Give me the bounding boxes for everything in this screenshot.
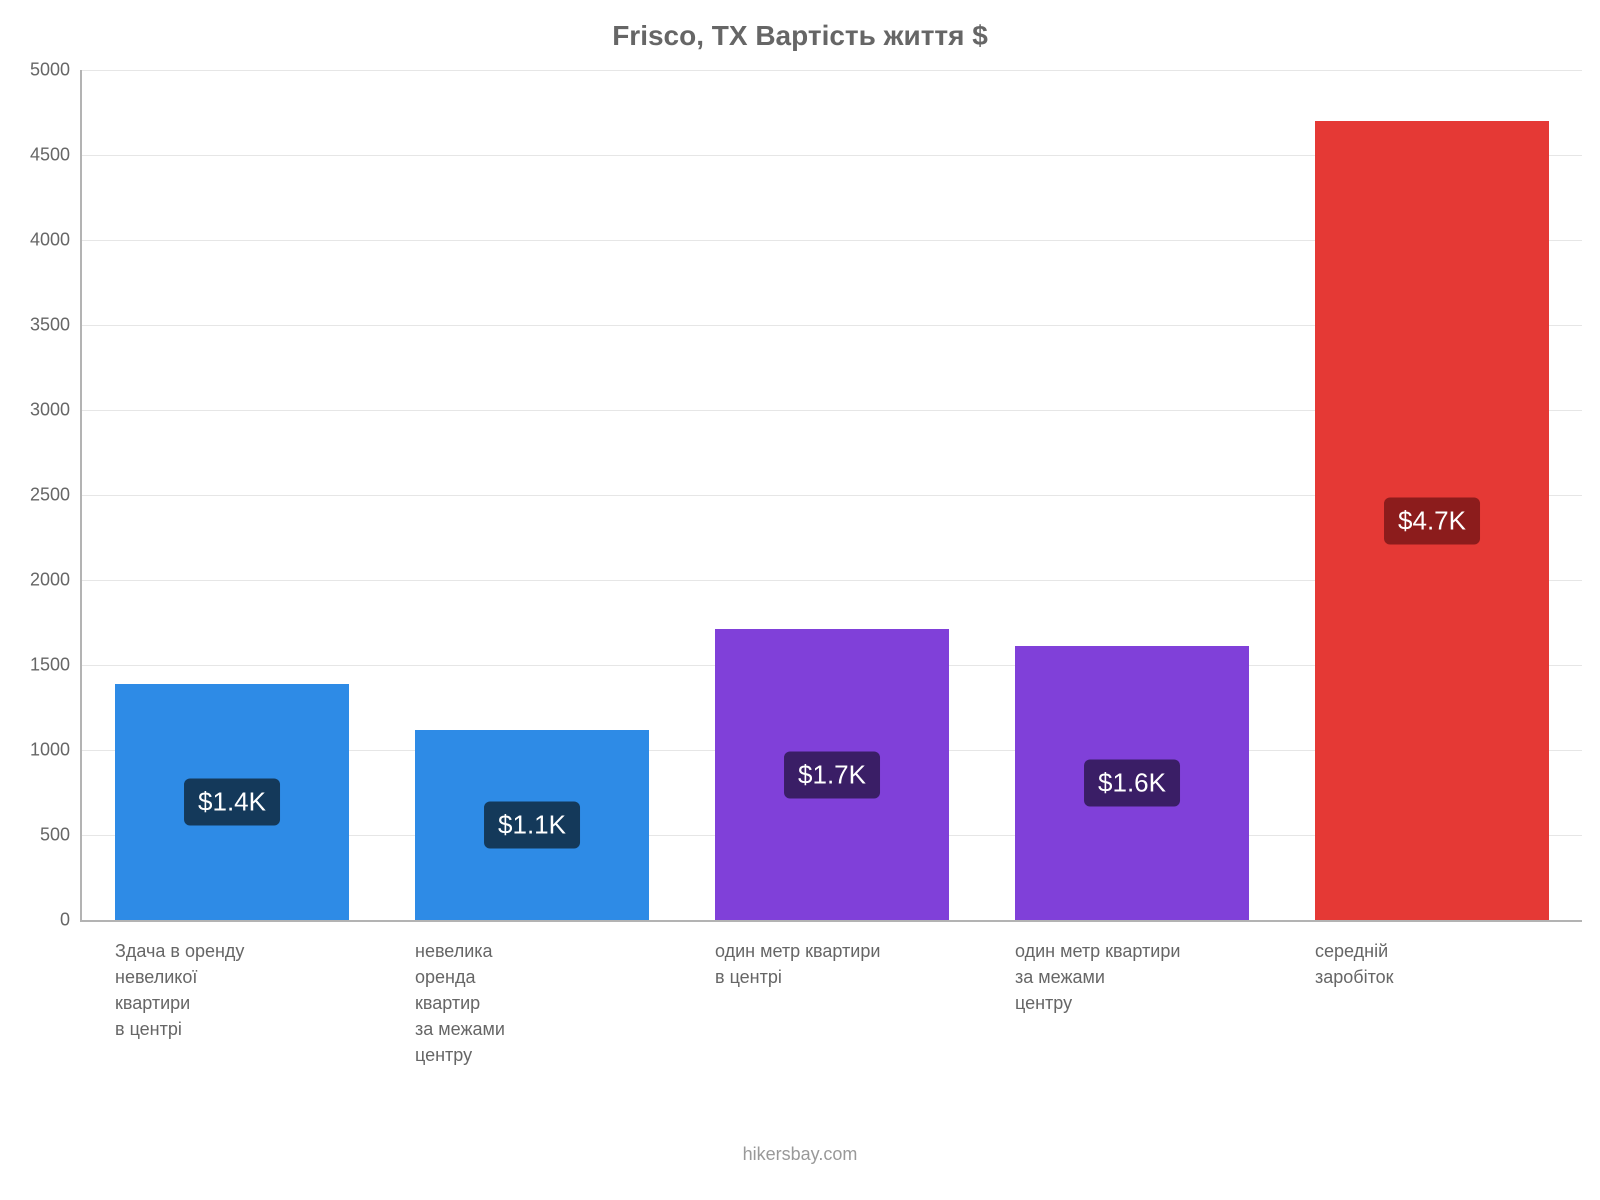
x-tick-label: середній заробіток (1315, 938, 1549, 990)
y-tick-label: 5000 (10, 60, 70, 81)
y-tick-label: 1000 (10, 740, 70, 761)
x-tick-label: один метр квартири в центрі (715, 938, 949, 990)
y-tick-label: 0 (10, 910, 70, 931)
bar-value-badge: $1.7K (784, 751, 880, 798)
bar-value-badge: $1.6K (1084, 760, 1180, 807)
x-tick-label: один метр квартири за межами центру (1015, 938, 1249, 1016)
bar-value-badge: $4.7K (1384, 497, 1480, 544)
y-tick-label: 500 (10, 825, 70, 846)
x-tick-label: невелика оренда квартир за межами центру (415, 938, 649, 1068)
y-tick-label: 4500 (10, 145, 70, 166)
y-tick-label: 2000 (10, 570, 70, 591)
bar-value-badge: $1.4K (184, 778, 280, 825)
y-tick-label: 1500 (10, 655, 70, 676)
chart-title: Frisco, TX Вартість життя $ (0, 20, 1600, 52)
x-tick-label: Здача в оренду невеликої квартири в цент… (115, 938, 349, 1042)
y-tick-label: 3000 (10, 400, 70, 421)
plot-area: 0500100015002000250030003500400045005000… (80, 70, 1582, 922)
y-tick-label: 2500 (10, 485, 70, 506)
bar-value-badge: $1.1K (484, 801, 580, 848)
y-tick-label: 4000 (10, 230, 70, 251)
attribution-text: hikersbay.com (0, 1144, 1600, 1165)
gridline (82, 70, 1582, 71)
y-tick-label: 3500 (10, 315, 70, 336)
chart-container: Frisco, TX Вартість життя $ 050010001500… (0, 0, 1600, 1200)
